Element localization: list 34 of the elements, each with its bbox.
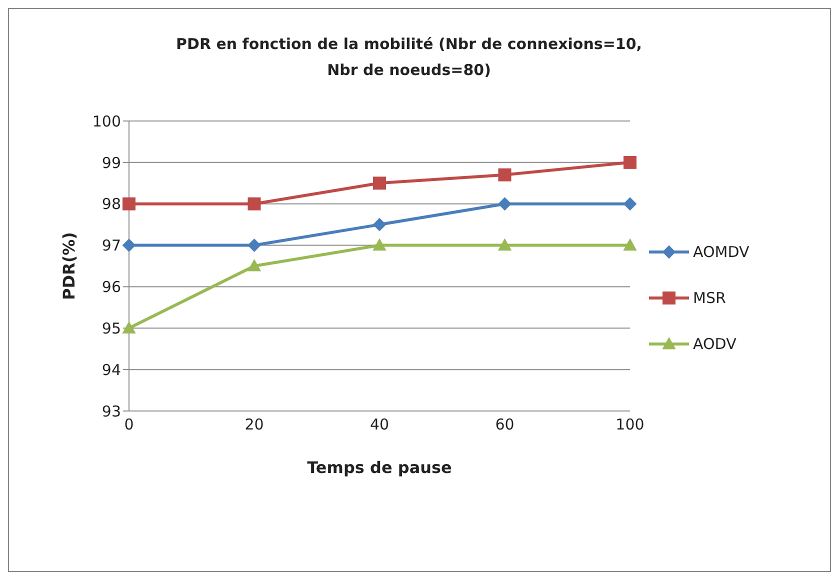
point [248, 238, 261, 252]
point [624, 156, 636, 169]
legend-label: MSR [693, 289, 726, 307]
chart-title: PDR en fonction de la mobilité (Nbr de connexions=10, Nbr de noeuds=80) [175, 34, 643, 81]
legend-label: AOMDV [693, 243, 750, 261]
point [373, 218, 386, 232]
point [373, 176, 386, 190]
point [624, 238, 636, 251]
point [122, 238, 136, 252]
point [498, 197, 512, 210]
x-tick-label: 40 [370, 416, 390, 434]
point [248, 260, 261, 272]
point [122, 322, 136, 334]
point [624, 197, 636, 210]
x-tick-label: 60 [495, 416, 514, 434]
point [498, 168, 512, 182]
y-tick-label: 96 [102, 278, 121, 296]
y-tick-label: 98 [102, 195, 121, 214]
x-tick-label: 20 [244, 416, 264, 434]
y-tick-label: 100 [92, 112, 121, 130]
y-tick-label: 95 [102, 319, 121, 338]
y-tick-label: 94 [102, 360, 121, 379]
x-tick-label: 0 [124, 416, 134, 434]
y-tick-label: 93 [102, 402, 121, 420]
y-tick-label: 97 [102, 236, 121, 255]
y-tick-label: 99 [102, 154, 121, 172]
point [248, 197, 261, 210]
point [122, 197, 136, 210]
legend-label: AODV [693, 335, 736, 353]
x-tick-label: 100 [616, 416, 644, 434]
point [498, 238, 512, 251]
y-axis-title: PDR(%) [60, 232, 79, 300]
x-axis-title: Temps de pause [307, 458, 452, 477]
point [373, 238, 386, 251]
